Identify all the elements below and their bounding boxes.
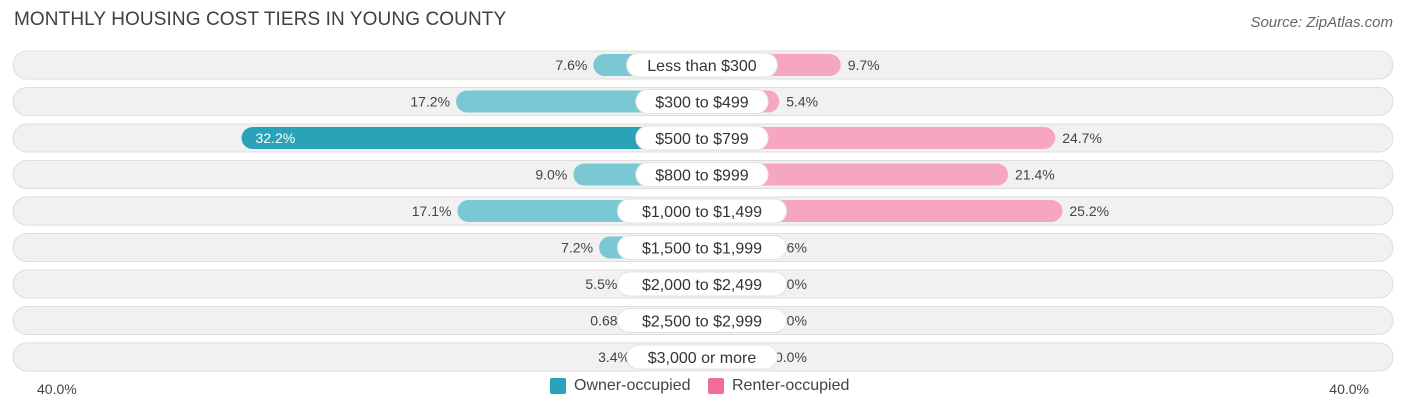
owner-value-label: 7.6% xyxy=(555,57,587,73)
category-pill xyxy=(616,308,788,333)
legend-owner-label: Owner-occupied xyxy=(574,377,691,394)
renter-value-label: 9.7% xyxy=(848,57,880,73)
chart-source: Source: ZipAtlas.com xyxy=(1250,14,1393,31)
category-label: $2,500 to $2,999 xyxy=(642,314,762,331)
category-label: Less than $300 xyxy=(647,58,757,75)
renter-bar xyxy=(702,163,1009,186)
owner-value-label: 3.4% xyxy=(598,349,630,365)
category-pill xyxy=(635,162,769,187)
owner-value-label: 9.0% xyxy=(535,167,567,183)
owner-value-label: 5.5% xyxy=(585,276,617,292)
chart-row: 17.1% 25.2% $1,000 to $1,499 xyxy=(12,196,1394,226)
axis-left-label: 40.0% xyxy=(37,381,77,397)
owner-bar xyxy=(241,127,703,149)
chart-row: 9.0% 21.4% $800 to $999 xyxy=(12,160,1394,189)
category-pill xyxy=(635,125,769,151)
category-pill xyxy=(616,271,788,297)
category-pill xyxy=(626,52,778,78)
owner-value-label: 7.2% xyxy=(561,240,593,256)
category-label: $1,500 to $1,999 xyxy=(642,241,762,258)
axis-right-label: 40.0% xyxy=(1329,381,1369,397)
category-label: $2,000 to $2,499 xyxy=(642,277,762,294)
legend-renter: Renter-occupied xyxy=(708,377,849,395)
renter-value-label: 0.0% xyxy=(775,349,807,365)
category-label: $500 to $799 xyxy=(655,131,749,148)
category-pill xyxy=(616,198,788,224)
category-pill xyxy=(616,235,788,260)
legend-owner-swatch xyxy=(550,378,566,394)
renter-value-label: 24.7% xyxy=(1062,130,1102,146)
chart-row: 3.4% 0.0% $3,000 or more xyxy=(12,342,1394,372)
renter-value-label: 21.4% xyxy=(1015,167,1055,183)
renter-bar xyxy=(702,200,1063,222)
owner-value-label: 17.1% xyxy=(412,203,452,219)
renter-value-label: 25.2% xyxy=(1069,203,1109,219)
owner-value-label: 17.2% xyxy=(410,94,450,110)
chart-row: 7.6% 9.7% Less than $300 xyxy=(12,50,1394,80)
legend-renter-label: Renter-occupied xyxy=(732,377,850,394)
category-label: $300 to $499 xyxy=(655,95,749,112)
renter-bar xyxy=(702,127,1056,149)
chart-row: 17.2% 5.4% $300 to $499 xyxy=(12,87,1394,116)
chart-row: 0.68% 0.0%$2,500 to $2,999 xyxy=(12,306,1394,335)
category-label: $3,000 or more xyxy=(648,350,757,367)
legend-owner: Owner-occupied xyxy=(550,377,691,395)
chart-row: 5.5% 0.0%$2,000 to $2,499 xyxy=(12,269,1394,299)
owner-value-label: 32.2% xyxy=(256,130,296,146)
chart-legend: Owner-occupied Renter-occupied xyxy=(0,377,1406,401)
legend-renter-swatch xyxy=(708,378,724,394)
chart-row: 7.2% 0.6%$1,500 to $1,999 xyxy=(12,233,1394,262)
chart-title: MONTHLY HOUSING COST TIERS IN YOUNG COUN… xyxy=(14,9,507,30)
category-pill xyxy=(635,89,769,114)
category-label: $1,000 to $1,499 xyxy=(642,204,762,221)
renter-value-label: 5.4% xyxy=(786,94,818,110)
chart-row: 32.2% 24.7% $500 to $799 xyxy=(12,123,1394,153)
category-label: $800 to $999 xyxy=(655,168,749,185)
category-pill xyxy=(626,344,778,370)
